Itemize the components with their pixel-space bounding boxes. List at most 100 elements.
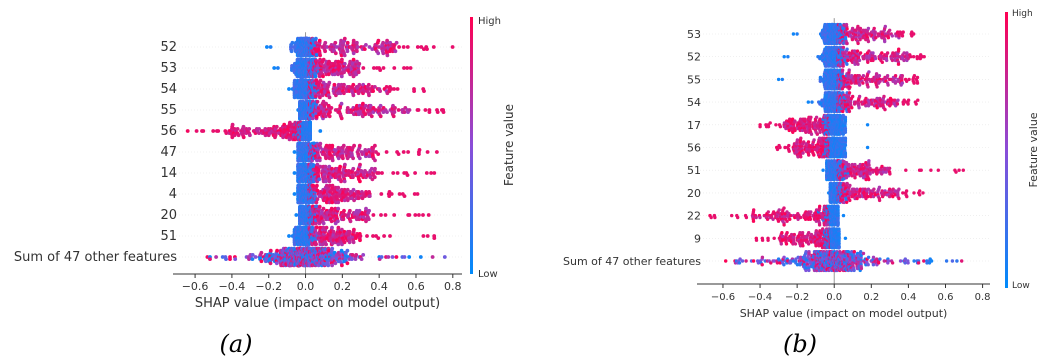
colorbar-label: Feature value bbox=[502, 104, 516, 186]
shap-point bbox=[292, 171, 297, 175]
shap-point bbox=[290, 40, 295, 45]
shap-point bbox=[336, 59, 341, 64]
shap-point bbox=[268, 261, 273, 266]
shap-point bbox=[340, 57, 344, 62]
shap-point bbox=[348, 72, 352, 77]
shap-point bbox=[268, 45, 273, 49]
shap-point bbox=[351, 57, 356, 62]
shap-point bbox=[347, 229, 352, 234]
shap-point bbox=[342, 82, 346, 87]
shap-point bbox=[396, 152, 401, 157]
shap-point bbox=[378, 114, 383, 119]
shap-point bbox=[342, 70, 346, 75]
shap-point bbox=[358, 234, 363, 238]
shap-point bbox=[361, 253, 366, 257]
shap-point bbox=[373, 143, 377, 148]
shap-point bbox=[211, 129, 216, 133]
shap-point bbox=[347, 240, 352, 245]
shap-point bbox=[314, 53, 319, 57]
shap-point bbox=[321, 206, 326, 211]
shap-point bbox=[402, 255, 407, 259]
shap-point bbox=[430, 255, 435, 259]
shap-point bbox=[350, 257, 354, 261]
shap-point bbox=[351, 82, 356, 87]
shap-point bbox=[413, 213, 418, 217]
shap-point bbox=[385, 38, 389, 43]
shap-point bbox=[795, 32, 799, 36]
shap-point bbox=[401, 45, 406, 49]
shap-point bbox=[373, 158, 377, 163]
shap-point bbox=[391, 114, 396, 119]
shap-point bbox=[345, 261, 350, 266]
shap-point bbox=[425, 234, 430, 238]
shap-point bbox=[340, 263, 344, 268]
shap-point bbox=[389, 192, 394, 196]
shap-point bbox=[427, 110, 432, 114]
shap-point bbox=[362, 47, 367, 51]
shap-point bbox=[313, 221, 318, 226]
shap-point bbox=[324, 242, 328, 247]
shap-point bbox=[355, 49, 359, 54]
shap-point bbox=[341, 143, 346, 148]
shap-point bbox=[314, 242, 318, 247]
shap-point bbox=[314, 40, 318, 45]
shap-point bbox=[338, 164, 342, 169]
shap-point bbox=[401, 150, 406, 154]
shap-point bbox=[323, 164, 328, 169]
shap-point bbox=[356, 70, 361, 75]
shap-point bbox=[341, 217, 346, 222]
x-tick-label: −0.6 bbox=[182, 280, 209, 293]
shap-point bbox=[425, 150, 430, 154]
shap-point bbox=[357, 143, 362, 148]
shap-point bbox=[332, 82, 337, 87]
shap-point bbox=[348, 59, 353, 64]
shap-point bbox=[371, 213, 376, 217]
shap-point bbox=[396, 108, 401, 112]
shap-point bbox=[339, 248, 344, 253]
shap-point bbox=[418, 255, 423, 259]
shap-point bbox=[331, 229, 336, 234]
shap-point bbox=[352, 227, 356, 232]
shap-point bbox=[402, 194, 407, 199]
shap-point bbox=[378, 89, 382, 93]
shap-point bbox=[388, 234, 392, 238]
shap-point bbox=[354, 253, 359, 257]
x-tick-label: −0.4 bbox=[219, 280, 246, 293]
colorbar-high-label: High bbox=[478, 16, 501, 27]
shap-point bbox=[259, 259, 264, 264]
shap-point bbox=[351, 51, 356, 56]
shap-point bbox=[364, 43, 368, 47]
shap-point bbox=[392, 110, 397, 114]
shap-point bbox=[365, 234, 369, 238]
shap-point bbox=[289, 49, 294, 54]
shap-point bbox=[329, 206, 334, 211]
shap-point bbox=[214, 255, 219, 259]
shap-point bbox=[330, 225, 334, 230]
shap-point bbox=[313, 94, 318, 99]
shap-point bbox=[332, 72, 337, 77]
shap-point bbox=[330, 183, 335, 188]
shap-point bbox=[336, 206, 341, 211]
shap-point bbox=[216, 129, 221, 133]
shap-point bbox=[318, 129, 323, 133]
shap-point bbox=[395, 87, 400, 91]
shap-point bbox=[407, 255, 412, 259]
feature-label: 52 bbox=[160, 40, 177, 55]
shap-point bbox=[315, 183, 319, 188]
shap-point bbox=[405, 45, 410, 49]
shap-point bbox=[185, 129, 190, 133]
feature-label: 53 bbox=[160, 61, 177, 76]
shap-point bbox=[432, 236, 437, 241]
shap-point bbox=[342, 36, 347, 41]
shap-point bbox=[385, 53, 390, 58]
shap-point bbox=[346, 169, 351, 173]
shap-point bbox=[367, 208, 371, 213]
shap-point bbox=[327, 179, 332, 184]
shap-point bbox=[358, 179, 362, 184]
shap-point bbox=[394, 255, 399, 259]
shap-point bbox=[233, 257, 238, 261]
shap-point bbox=[318, 141, 323, 146]
shap-point bbox=[315, 225, 319, 230]
shap-point bbox=[381, 51, 386, 56]
